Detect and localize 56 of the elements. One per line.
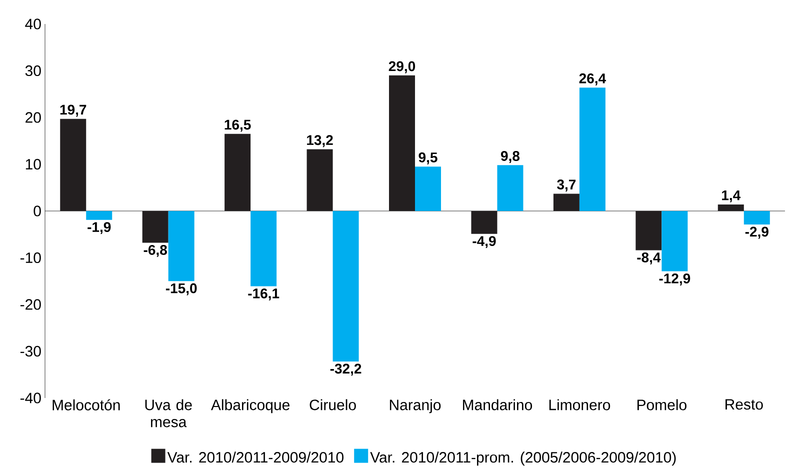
bar <box>718 204 744 211</box>
bar <box>306 149 333 211</box>
data-label: -6,8 <box>144 244 167 257</box>
x-tick-label: Uva de mesa <box>145 399 192 428</box>
y-tick-label: 20 <box>26 112 41 123</box>
legend-label: Var. 2010/2011-2009/2010 <box>167 452 344 463</box>
bar <box>553 194 580 211</box>
y-tick-label: 30 <box>25 65 41 76</box>
data-label: 26,4 <box>579 73 606 86</box>
x-tick-label: Melocotón <box>52 399 120 410</box>
y-tick-label: -20 <box>20 299 41 310</box>
bar <box>662 210 688 272</box>
legend-label: Var. 2010/2011-prom. (2005/2006-2009/2010) <box>370 452 676 466</box>
data-label: -16,1 <box>248 288 280 300</box>
bar <box>250 210 277 286</box>
bar <box>389 75 416 211</box>
bar <box>636 210 662 250</box>
x-tick-label: Pomelo <box>637 399 686 410</box>
bar <box>497 165 524 211</box>
x-tick-label: Limonero <box>549 399 610 410</box>
bar <box>471 210 498 234</box>
x-tick-label: Mandarino <box>463 399 532 410</box>
data-label: -4,9 <box>472 236 496 248</box>
data-label: -2,9 <box>745 226 768 239</box>
data-label: 19,7 <box>60 104 86 117</box>
x-tick-label: Naranjo <box>390 399 441 414</box>
data-label: 3,7 <box>557 180 576 192</box>
y-tick-label: 40 <box>25 18 41 30</box>
y-tick-label: 0 <box>34 206 41 216</box>
data-label: -12,9 <box>659 273 690 286</box>
y-tick-label: -40 <box>20 392 41 404</box>
bar <box>86 210 112 220</box>
data-label: 9,8 <box>500 151 520 163</box>
data-label: 13,2 <box>307 135 333 148</box>
data-label: 16,5 <box>224 120 251 132</box>
y-tick-label: -10 <box>20 252 41 264</box>
bar <box>332 210 359 362</box>
data-label: 1,4 <box>722 190 741 202</box>
bar <box>224 134 251 211</box>
data-label: 29,0 <box>388 61 416 74</box>
data-label: -32,2 <box>330 364 362 376</box>
bar <box>168 210 194 282</box>
bar <box>60 118 86 211</box>
data-label: -15,0 <box>166 283 197 296</box>
bar <box>415 166 442 211</box>
x-tick-label: Albaricoque <box>210 399 290 414</box>
y-tick-label: -30 <box>20 346 41 357</box>
bar <box>142 210 168 243</box>
x-tick-label: Resto <box>726 399 763 410</box>
bar <box>579 88 606 211</box>
x-tick-label: Ciruelo <box>310 399 356 410</box>
bar <box>744 210 770 225</box>
data-label: -1,9 <box>88 222 111 234</box>
y-tick-label: 10 <box>26 158 41 170</box>
data-label: 9,5 <box>418 152 438 164</box>
data-label: -8,4 <box>637 252 661 264</box>
